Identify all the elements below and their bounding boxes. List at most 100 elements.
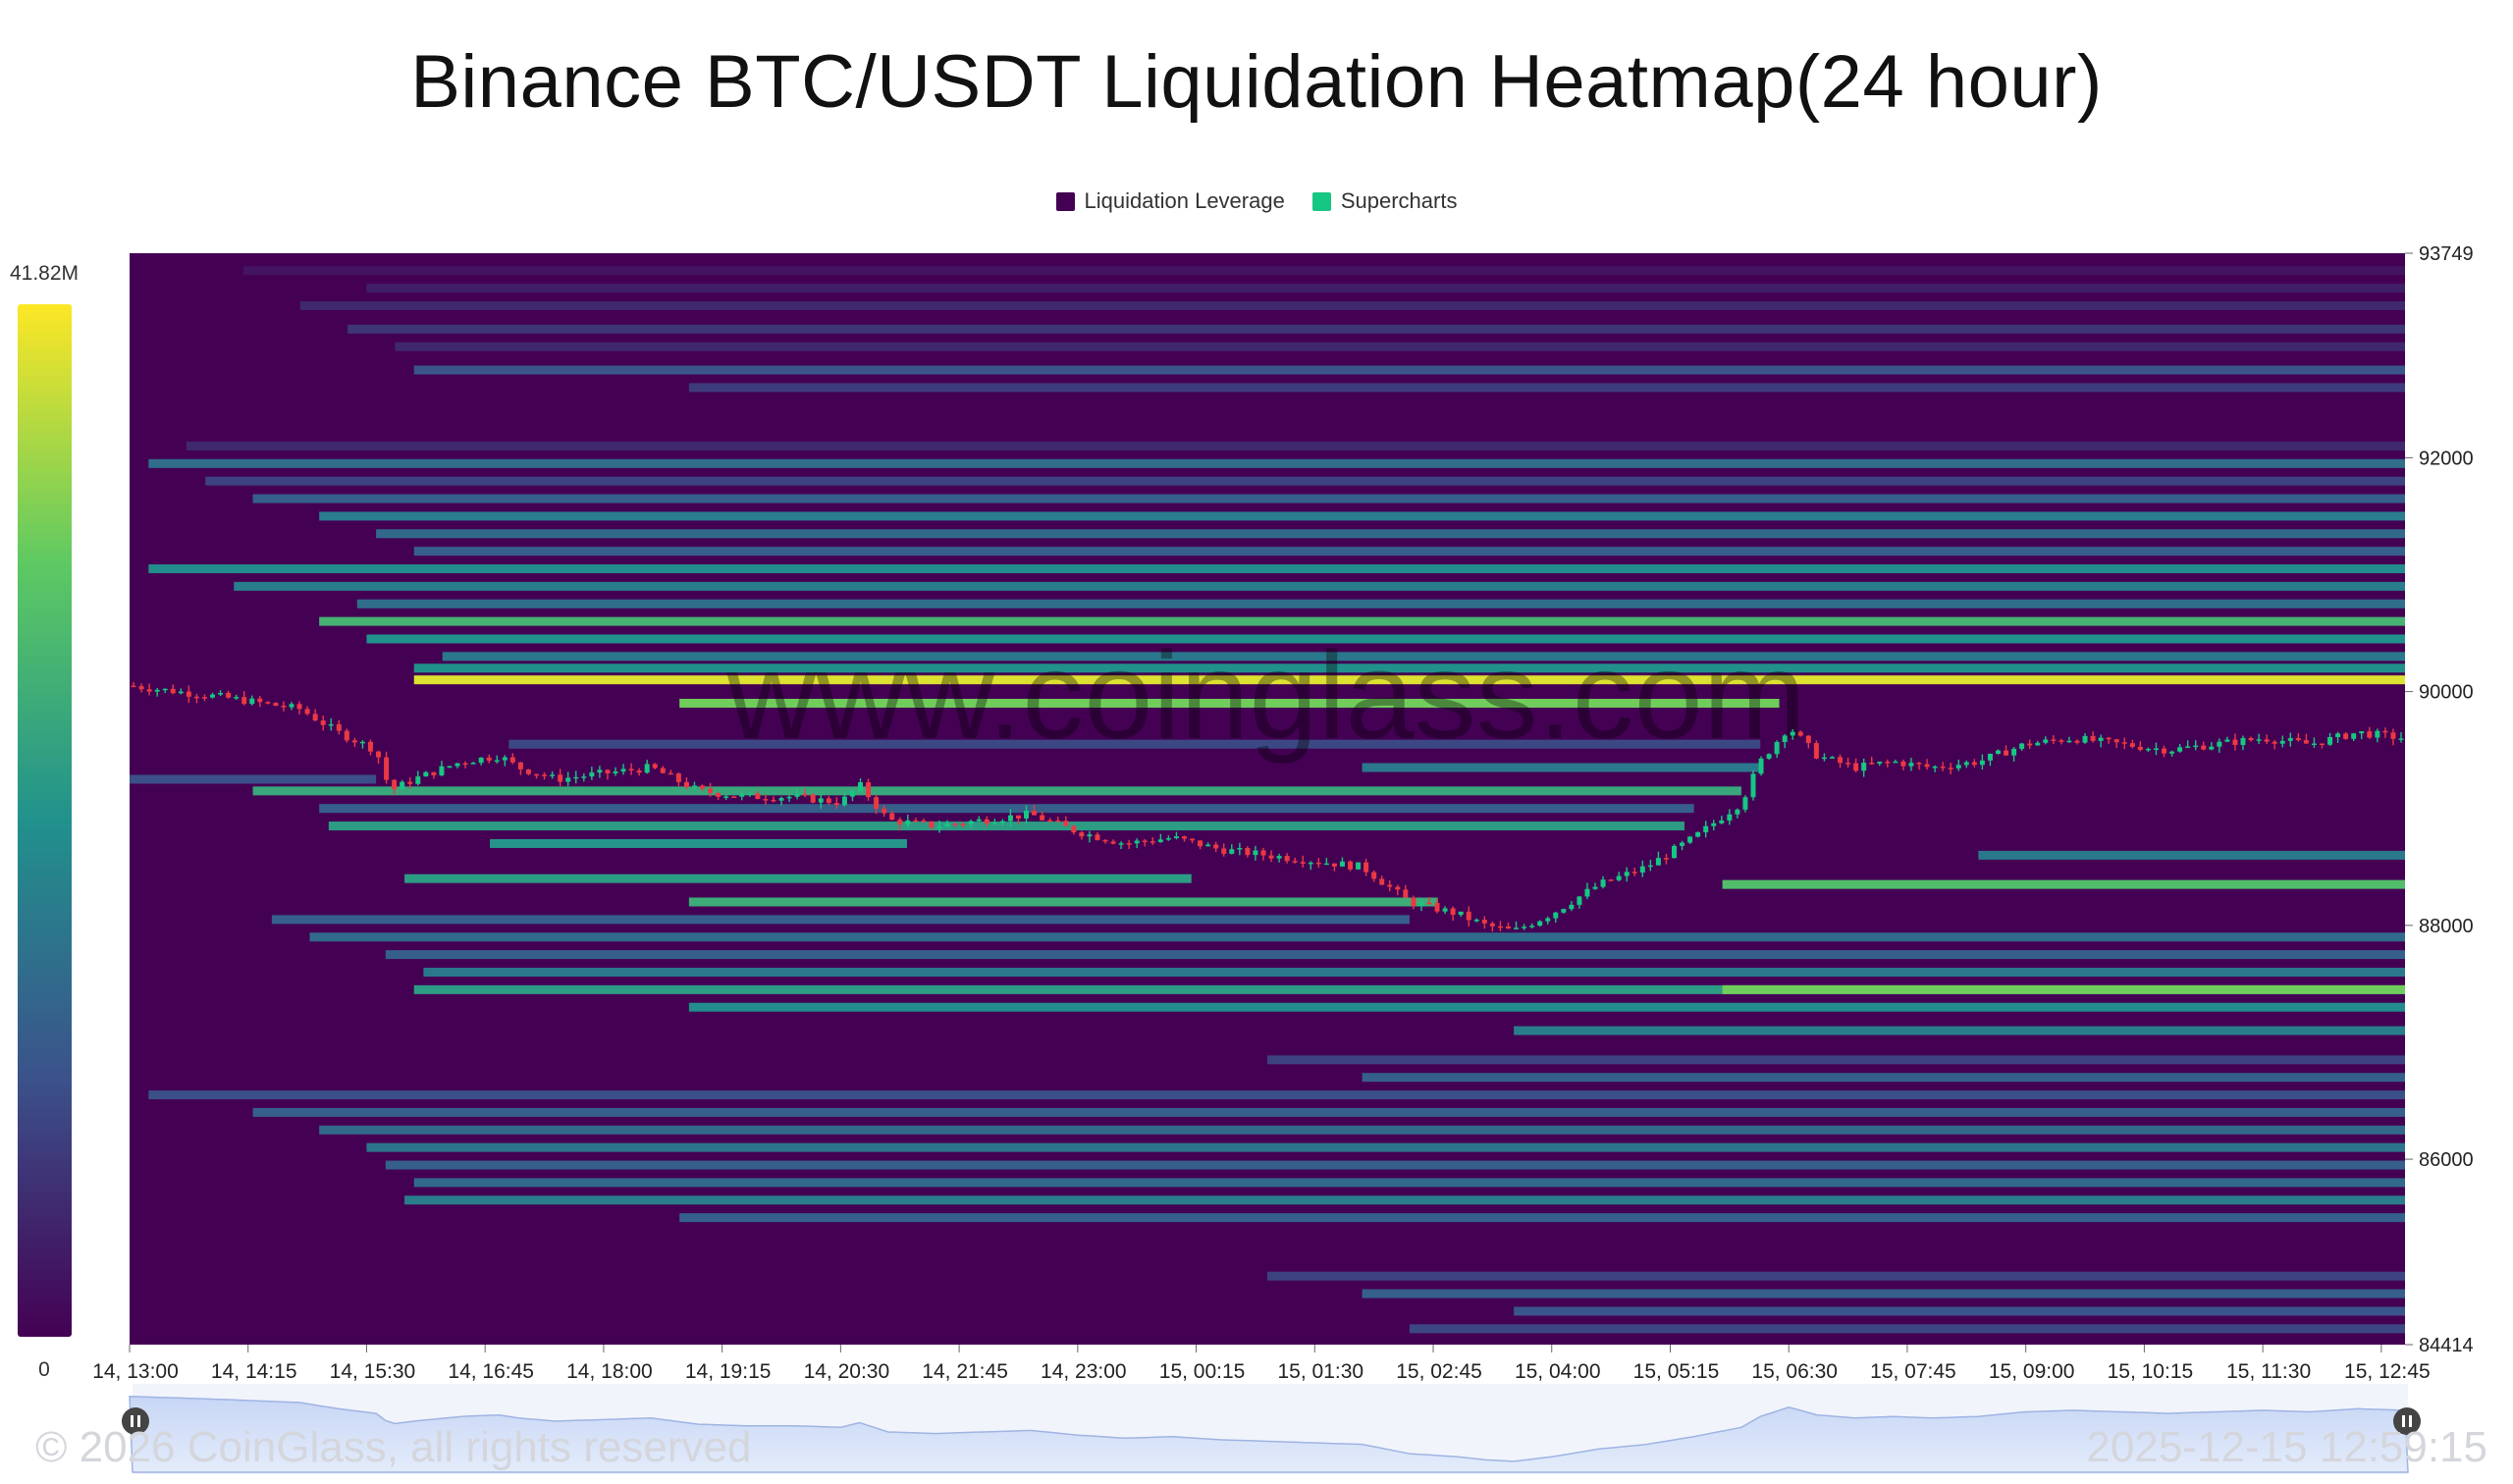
heatmap-band [1267, 1055, 2405, 1065]
candle-body [882, 808, 887, 814]
x-tick-label: 14, 16:45 [448, 1360, 534, 1383]
candle-body [857, 782, 863, 791]
candle-body [1356, 862, 1362, 870]
legend-swatch-supercharts [1311, 191, 1331, 211]
candle-body [234, 697, 240, 699]
candle-body [1766, 754, 1772, 759]
candle-body [454, 763, 460, 767]
candle-body [1292, 861, 1298, 863]
navigator-handle-right[interactable] [2393, 1407, 2421, 1435]
candle-body [1600, 879, 1606, 887]
x-tick-label: 15, 01:30 [1277, 1360, 1363, 1383]
candle-body [2193, 745, 2199, 748]
candle-body [2335, 733, 2341, 737]
heatmap-band [413, 1178, 2405, 1188]
x-tick-label: 15, 09:00 [1989, 1360, 2075, 1383]
candle-body [1963, 762, 1969, 766]
legend-item-supercharts[interactable]: Supercharts [1311, 188, 1457, 214]
candle-body [1371, 872, 1377, 879]
footer-timestamp: 2025-12-15 12:59:15 [2086, 1423, 2487, 1471]
candle-body [2359, 731, 2365, 734]
candle-body [1561, 909, 1567, 913]
candle-body [351, 740, 357, 743]
candle-body [849, 790, 855, 797]
candle-body [1924, 764, 1930, 768]
candle-body [1458, 911, 1464, 916]
candle-body [2121, 742, 2127, 744]
candle-body [384, 757, 390, 780]
candle-body [2169, 751, 2175, 754]
candle-body [1569, 904, 1575, 910]
legend-item-liquidation-leverage[interactable]: Liquidation Leverage [1055, 188, 1285, 214]
candle-body [1948, 768, 1953, 769]
candle-body [628, 768, 634, 770]
candle-body [2145, 748, 2151, 751]
x-tick-label: 15, 02:45 [1396, 1360, 1482, 1383]
candle-body [1403, 889, 1409, 898]
heatmap-band [148, 458, 2406, 468]
candle-body [400, 781, 405, 790]
candle-body [1418, 902, 1424, 907]
candle-body [1790, 731, 1795, 736]
candle-body [786, 796, 792, 799]
candle-body [1110, 841, 1116, 844]
candle-body [1047, 820, 1053, 822]
candle-body [1348, 861, 1354, 870]
candle-body [1545, 918, 1551, 922]
x-tick-label: 14, 21:45 [922, 1360, 1008, 1383]
candle-body [304, 709, 310, 715]
candle-body [1024, 811, 1030, 819]
candle-body [708, 788, 714, 794]
candle-body [376, 751, 382, 758]
candle-body [392, 779, 398, 790]
candle-body [344, 730, 349, 741]
candle-body [226, 692, 232, 698]
navigator-handle-left[interactable] [122, 1407, 149, 1435]
heatmap-band [688, 897, 1438, 907]
candle-body [1237, 847, 1243, 850]
candle-body [146, 689, 152, 692]
y-tick-label: 90000 [2419, 682, 2474, 704]
candle-body [1995, 750, 2001, 754]
heatmap-band [376, 529, 2405, 539]
candle-body [1308, 862, 1313, 865]
candle-body [1584, 888, 1590, 897]
candle-body [170, 688, 176, 694]
candle-body [1221, 848, 1227, 854]
heatmap-band [508, 739, 1761, 749]
candle-body [1719, 821, 1725, 823]
candle-body [2098, 737, 2104, 741]
candle-body [2074, 740, 2080, 743]
candle-body [1387, 884, 1393, 887]
candle-body [581, 776, 587, 778]
time-navigator[interactable] [122, 1384, 2421, 1474]
heatmap-band [1362, 1073, 2405, 1083]
x-tick-label: 14, 20:30 [804, 1360, 890, 1383]
candle-body [1198, 840, 1203, 847]
x-tick-label: 15, 07:45 [1870, 1360, 1956, 1383]
candle-body [2106, 737, 2112, 740]
heatmap-band [356, 599, 2405, 609]
candle-body [1900, 761, 1906, 767]
candle-body [1529, 926, 1535, 928]
color-scale-max-label: 41.82M [10, 262, 79, 285]
x-tick-label: 14, 23:00 [1041, 1360, 1127, 1383]
heatmap-band [490, 838, 907, 848]
x-tick-label: 15, 06:30 [1751, 1360, 1838, 1383]
navigator-area [129, 1395, 2409, 1473]
candle-body [605, 769, 611, 773]
heatmap-bands [130, 266, 2406, 1334]
candle-body [423, 771, 429, 777]
candle-body [1339, 861, 1345, 867]
candle-body [565, 777, 571, 782]
candle-body [1142, 840, 1148, 843]
candle-body [241, 697, 247, 705]
candle-body [2162, 748, 2167, 754]
candle-body [597, 769, 603, 773]
legend-label-liquidation-leverage: Liquidation Leverage [1084, 188, 1285, 213]
candle-body [1007, 815, 1013, 822]
candle-body [660, 768, 666, 773]
heatmap-band [299, 300, 2405, 310]
heatmap-band [319, 511, 2405, 521]
